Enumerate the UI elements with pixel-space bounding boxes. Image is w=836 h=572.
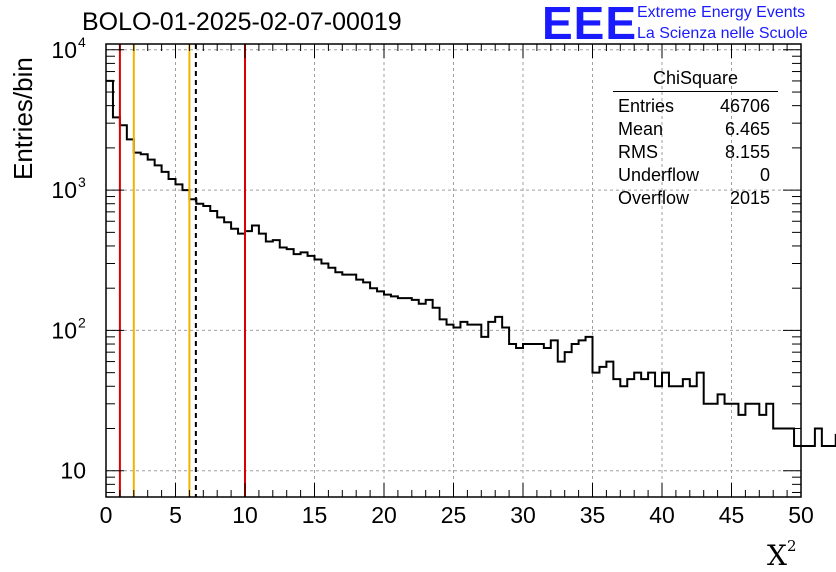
x-tick-label: 10 bbox=[232, 502, 258, 528]
stats-box: ChiSquare Entries 46706 Mean 6.465 RMS 8.15… bbox=[610, 68, 778, 211]
logo-line-1: Extreme Energy Events bbox=[637, 4, 806, 21]
x-tick-label: 45 bbox=[719, 502, 745, 528]
x-tick-label: 20 bbox=[371, 502, 397, 528]
x-tick-label: 25 bbox=[441, 502, 467, 528]
stats-title: ChiSquare bbox=[613, 68, 778, 92]
x-tick-label: 15 bbox=[302, 502, 328, 528]
axis-ticks bbox=[105, 44, 802, 497]
x-tick-label: 5 bbox=[169, 502, 182, 528]
y-tick-label-exponent: 4 bbox=[78, 34, 86, 50]
histogram bbox=[106, 79, 836, 448]
x-axis-label: X2 bbox=[767, 537, 797, 572]
histogram-series-line bbox=[106, 79, 836, 448]
y-tick-label-exponent: 2 bbox=[78, 314, 86, 330]
stats-row: Mean 6.465 bbox=[618, 119, 770, 139]
y-axis-label: Entries/bin bbox=[8, 57, 38, 180]
stats-row: RMS 8.155 bbox=[618, 142, 770, 162]
chart-title: BOLO-01-2025-02-07-00019 bbox=[82, 8, 402, 36]
y-tick-label: 10 bbox=[51, 317, 77, 343]
y-tick-label: 10 bbox=[51, 177, 77, 203]
logo-line-2: La Scienza nelle Scuole bbox=[637, 25, 808, 42]
stats-row: Overflow 2015 bbox=[618, 188, 770, 208]
y-tick-label: 10 bbox=[60, 458, 86, 484]
x-tick-label: 50 bbox=[788, 502, 814, 528]
y-tick-label-exponent: 3 bbox=[78, 174, 86, 190]
x-tick-label: 35 bbox=[580, 502, 606, 528]
x-tick-label: 0 bbox=[100, 502, 113, 528]
eee-logo: EEE bbox=[542, 0, 638, 49]
stats-row: Entries 46706 bbox=[618, 96, 770, 116]
reference-lines bbox=[118, 44, 246, 497]
x-tick-label: 40 bbox=[649, 502, 675, 528]
y-tick-label: 10 bbox=[51, 37, 77, 63]
grid-lines bbox=[106, 44, 801, 497]
stats-row: Underflow 0 bbox=[618, 165, 770, 185]
x-tick-label: 30 bbox=[510, 502, 536, 528]
